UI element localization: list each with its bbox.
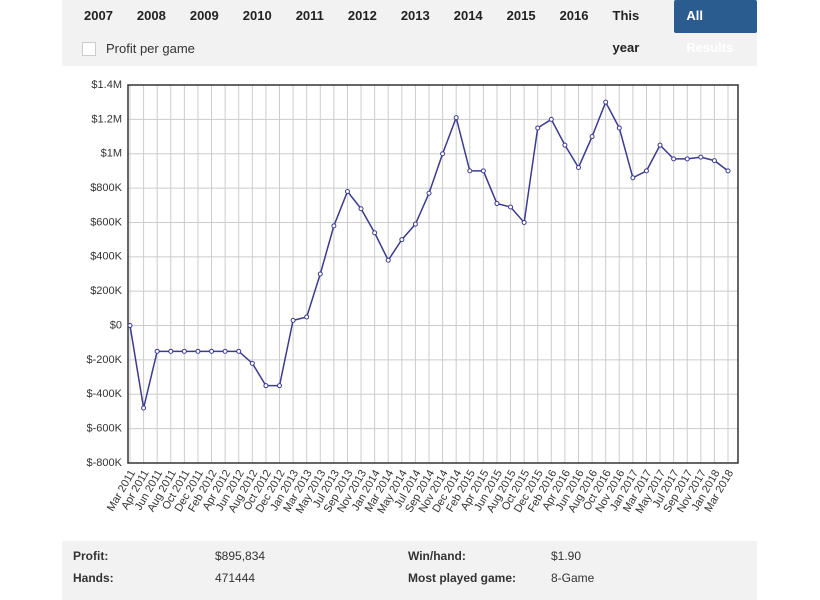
point <box>263 383 269 389</box>
point <box>698 154 704 160</box>
point <box>480 168 486 174</box>
point <box>508 204 514 210</box>
y-tick-label: $-800K <box>87 457 123 469</box>
y-tick-label: $600K <box>90 216 122 228</box>
tab[interactable]: 2016 <box>559 8 589 23</box>
plot-border <box>127 84 739 464</box>
point <box>684 156 690 162</box>
stat-value: $895,834 <box>215 549 266 563</box>
point <box>426 190 432 196</box>
chart: $-800K $-600K $-400K $-200K $0 $200K $400K $600… <box>62 66 757 541</box>
stat-label: Most played game: <box>408 571 517 585</box>
point <box>154 348 160 354</box>
point <box>711 158 717 164</box>
point <box>521 219 527 225</box>
point <box>630 175 636 181</box>
point <box>399 237 405 243</box>
point <box>548 116 554 122</box>
tab[interactable]: All Results <box>674 0 757 55</box>
tab[interactable]: 2015 <box>506 8 536 23</box>
checkbox-label: Profit per game <box>106 41 195 56</box>
y-tick-label: $-200K <box>87 354 123 366</box>
y-tick-label: $-600K <box>87 423 123 435</box>
y-tick-label: $-400K <box>87 388 123 400</box>
point <box>643 168 649 174</box>
stat-value: $1.90 <box>551 549 582 563</box>
point <box>304 314 310 320</box>
stat-label: Profit: <box>73 549 109 563</box>
point <box>494 201 500 207</box>
point <box>344 189 350 195</box>
y-tick-label: $1M <box>101 148 122 160</box>
stat-label: Win/hand: <box>408 549 466 563</box>
stat-value: 8-Game <box>551 571 595 585</box>
tab[interactable]: 2014 <box>453 8 483 23</box>
y-tick-label: $0 <box>110 319 122 331</box>
y-tick-label: $400K <box>90 251 122 263</box>
tab[interactable]: 2010 <box>242 8 272 23</box>
y-tick-label: $1.2M <box>91 113 122 125</box>
point <box>589 134 595 140</box>
point <box>141 405 147 411</box>
point <box>603 99 609 105</box>
point <box>290 317 296 323</box>
tab[interactable]: 2013 <box>400 8 430 23</box>
y-tick-label: $1.4M <box>91 79 122 91</box>
tab[interactable]: 2011 <box>295 8 324 23</box>
point <box>671 156 677 162</box>
point <box>616 125 622 131</box>
point <box>440 151 446 157</box>
tab[interactable]: 2012 <box>347 8 377 23</box>
stat-value: 471444 <box>215 571 256 585</box>
panel: 2007 2008 2009 2010 2011 2012 2013 2014 2015 2016… <box>62 0 757 600</box>
checkbox-row[interactable]: Profit per game <box>82 41 195 56</box>
point <box>195 348 201 354</box>
point <box>277 383 282 389</box>
point <box>209 348 215 354</box>
point <box>576 164 581 170</box>
point <box>412 221 418 227</box>
point <box>236 348 242 354</box>
point <box>249 360 255 366</box>
tab[interactable]: 2007 <box>84 8 113 23</box>
point <box>222 348 228 354</box>
point <box>181 348 187 354</box>
point <box>127 323 133 329</box>
point <box>372 230 378 236</box>
point <box>385 257 391 263</box>
point <box>453 115 459 121</box>
point <box>535 125 541 131</box>
point <box>358 206 364 212</box>
tab[interactable]: This year <box>612 8 640 55</box>
point <box>317 271 323 277</box>
point <box>467 168 473 174</box>
checkbox[interactable] <box>82 41 96 56</box>
stat-label: Hands: <box>73 571 114 585</box>
point <box>562 142 568 148</box>
tab[interactable]: 2009 <box>189 8 219 23</box>
point <box>331 223 337 229</box>
tab[interactable]: 2008 <box>136 8 166 23</box>
point <box>168 348 174 354</box>
point <box>725 168 731 174</box>
point <box>657 142 663 148</box>
tab-bar: 2007 2008 2009 2010 2011 2012 2013 2014 2015 2016… <box>72 0 757 55</box>
y-tick-label: $200K <box>90 285 122 297</box>
y-tick-label: $800K <box>90 182 122 194</box>
